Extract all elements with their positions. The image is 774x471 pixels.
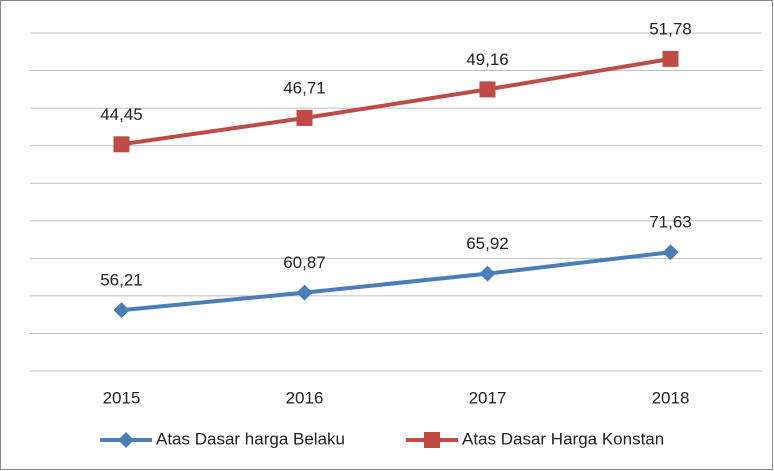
x-tick-label: 2018 bbox=[652, 388, 690, 407]
legend-label: Atas Dasar harga Belaku bbox=[156, 429, 345, 448]
data-label: 46,71 bbox=[283, 78, 326, 97]
series-line bbox=[121, 56, 671, 147]
data-label: 49,16 bbox=[466, 50, 509, 69]
marker bbox=[662, 244, 679, 261]
legend-label: Atas Dasar Harga Konstan bbox=[462, 429, 664, 448]
marker bbox=[662, 50, 679, 67]
x-tick-label: 2015 bbox=[103, 388, 141, 407]
x-tick-label: 2017 bbox=[469, 388, 507, 407]
data-label: 56,21 bbox=[100, 271, 143, 290]
marker bbox=[479, 265, 496, 282]
marker bbox=[296, 109, 313, 126]
marker bbox=[296, 284, 313, 301]
series-line bbox=[121, 250, 671, 313]
marker bbox=[424, 432, 440, 448]
marker bbox=[113, 136, 130, 153]
data-label: 51,78 bbox=[649, 19, 692, 38]
marker bbox=[118, 432, 134, 448]
data-label: 71,63 bbox=[649, 213, 692, 232]
marker bbox=[113, 302, 130, 319]
marker bbox=[479, 81, 496, 98]
data-label: 60,87 bbox=[283, 253, 326, 272]
x-tick-label: 2016 bbox=[286, 388, 324, 407]
data-label: 65,92 bbox=[466, 234, 509, 253]
data-label: 44,45 bbox=[100, 105, 143, 124]
